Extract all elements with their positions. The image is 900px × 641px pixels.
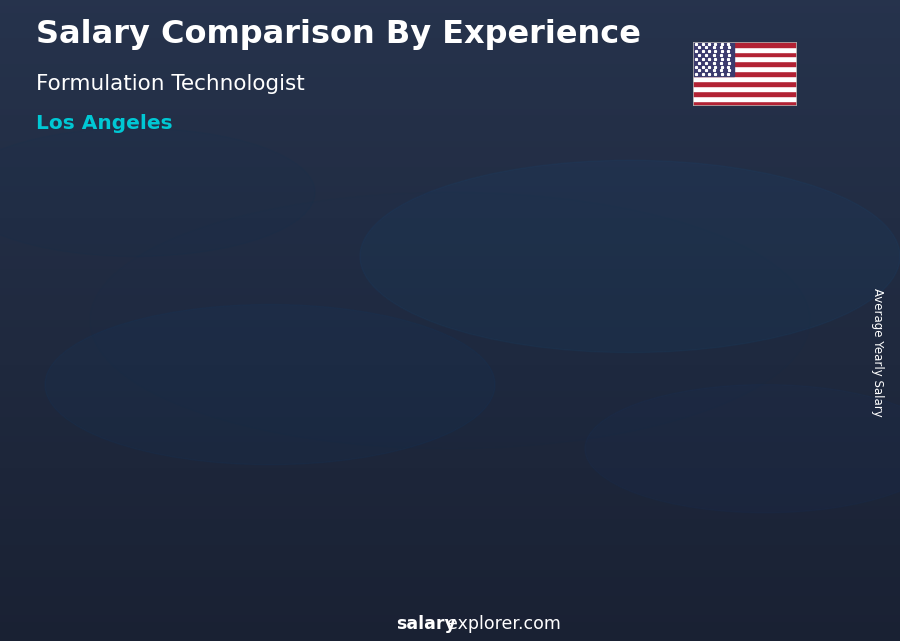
Polygon shape xyxy=(329,299,337,570)
Polygon shape xyxy=(140,407,150,570)
Text: +42%: +42% xyxy=(265,279,360,313)
Bar xyxy=(693,91,796,96)
Bar xyxy=(693,71,796,76)
Bar xyxy=(693,47,796,51)
Text: explorer.com: explorer.com xyxy=(447,615,562,633)
Bar xyxy=(693,81,796,86)
Polygon shape xyxy=(779,194,789,570)
Text: Salary Comparison By Experience: Salary Comparison By Experience xyxy=(36,19,641,50)
Ellipse shape xyxy=(45,304,495,465)
Polygon shape xyxy=(652,213,662,570)
Bar xyxy=(693,42,734,76)
Polygon shape xyxy=(201,379,267,570)
Bar xyxy=(693,42,796,47)
Polygon shape xyxy=(524,247,534,570)
Ellipse shape xyxy=(360,160,900,353)
Polygon shape xyxy=(73,407,150,415)
Text: 114,000 USD: 114,000 USD xyxy=(446,229,534,242)
Ellipse shape xyxy=(0,128,315,256)
Polygon shape xyxy=(585,213,662,221)
Text: +17%: +17% xyxy=(392,233,488,262)
Ellipse shape xyxy=(585,385,900,513)
Text: Formulation Technologist: Formulation Technologist xyxy=(36,74,305,94)
Polygon shape xyxy=(201,372,278,379)
Polygon shape xyxy=(201,379,209,570)
Bar xyxy=(693,76,796,81)
Bar xyxy=(693,86,796,91)
Bar xyxy=(693,56,796,62)
Text: +23%: +23% xyxy=(137,353,232,373)
Text: 69,000 USD: 69,000 USD xyxy=(195,353,274,367)
Polygon shape xyxy=(713,202,721,570)
Polygon shape xyxy=(329,299,396,570)
Polygon shape xyxy=(713,202,779,570)
Bar xyxy=(693,62,796,66)
Polygon shape xyxy=(329,292,406,299)
Polygon shape xyxy=(73,415,81,570)
Polygon shape xyxy=(585,221,652,570)
Polygon shape xyxy=(267,372,278,570)
Bar xyxy=(693,66,796,71)
Polygon shape xyxy=(396,292,406,570)
Text: 126,000 USD: 126,000 USD xyxy=(575,196,662,208)
Bar xyxy=(693,101,796,106)
Polygon shape xyxy=(713,194,789,202)
Bar xyxy=(693,96,796,101)
Polygon shape xyxy=(73,415,140,570)
Polygon shape xyxy=(585,221,593,570)
Polygon shape xyxy=(457,254,465,570)
Text: salary: salary xyxy=(396,615,456,633)
Text: Average Yearly Salary: Average Yearly Salary xyxy=(871,288,884,417)
Text: 97,800 USD: 97,800 USD xyxy=(323,274,401,287)
Text: 133,000 USD: 133,000 USD xyxy=(703,176,790,189)
Bar xyxy=(693,51,796,56)
Polygon shape xyxy=(457,254,524,570)
Text: +6%: +6% xyxy=(656,172,744,192)
Text: +10%: +10% xyxy=(520,199,616,222)
Text: Los Angeles: Los Angeles xyxy=(36,114,173,133)
Text: 56,200 USD: 56,200 USD xyxy=(68,389,146,402)
Polygon shape xyxy=(457,247,534,254)
